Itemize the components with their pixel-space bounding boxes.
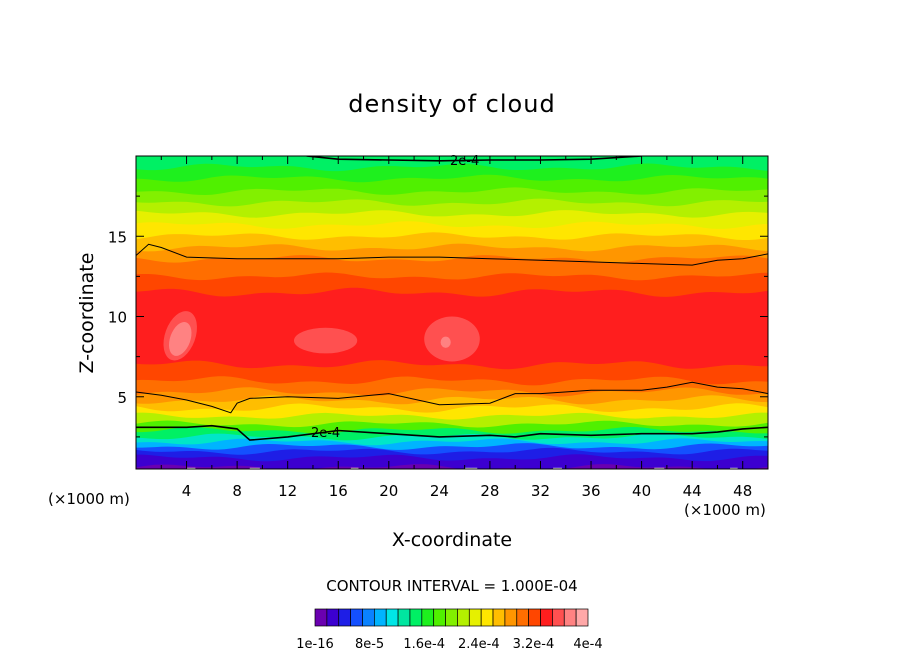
y-tick-label-0: 5 — [117, 389, 127, 407]
colorbar-swatch-21 — [563, 608, 577, 627]
contour-line-3 — [136, 424, 768, 441]
cloud-density-field — [136, 156, 768, 469]
colorbar-swatch-10 — [433, 608, 446, 627]
colorbar-label-4: 3.2e-4 — [513, 637, 555, 652]
colorbar-swatch-4 — [362, 608, 375, 627]
x-tick-label-11: 48 — [733, 482, 752, 500]
contour-lines — [136, 156, 768, 441]
contour-interval-text: CONTOUR INTERVAL = 1.000E-04 — [326, 577, 577, 595]
colorbar-swatch-0 — [314, 608, 328, 627]
density-maximum-1 — [168, 322, 192, 356]
density-maximum-3 — [424, 316, 480, 362]
x-tick-label-6: 28 — [480, 482, 499, 500]
x-tick-label-4: 20 — [379, 482, 398, 500]
plot-frame — [135, 155, 769, 470]
colorbar-swatch-19 — [540, 608, 553, 627]
colorbar-swatch-6 — [385, 608, 399, 627]
colorbar-swatch-15 — [492, 608, 506, 627]
field-gap-2 — [350, 467, 359, 469]
colorbar-swatch-1 — [326, 608, 340, 627]
x-tick-label-0: 4 — [182, 482, 192, 500]
x-tick-label-10: 44 — [683, 482, 702, 500]
colorbar-swatch-2 — [338, 608, 351, 627]
x-axis-label: X-coordinate — [392, 529, 512, 551]
x-tick-label-7: 32 — [531, 482, 550, 500]
colorbar-swatch-18 — [528, 608, 541, 627]
density-maximum-4 — [440, 336, 451, 348]
field-gap-3 — [464, 467, 478, 469]
contour-line-0 — [306, 156, 642, 162]
x-tick-label-1: 8 — [232, 482, 242, 500]
x-unit-left: (×1000 m) — [48, 490, 130, 508]
colorbar-label-3: 2.4e-4 — [458, 637, 500, 652]
contour-labels: 2e-4 2e-4 — [311, 154, 479, 441]
y-axis-label: Z-coordinate — [76, 253, 98, 374]
chart-title: density of cloud — [348, 90, 555, 118]
density-maximum-2 — [294, 327, 358, 354]
colorbar-swatch-7 — [397, 608, 411, 627]
field-band-0 — [136, 464, 768, 469]
y-tick-label-2: 15 — [108, 228, 127, 246]
colorbar-label-5: 4e-4 — [573, 637, 602, 652]
field-gap-1 — [249, 467, 260, 469]
colorbar-swatch-11 — [445, 608, 458, 627]
colorbar-swatch-13 — [468, 608, 482, 627]
x-tick-label-8: 36 — [581, 482, 600, 500]
colorbar-labels: 1e-16 8e-5 1.6e-4 2.4e-4 3.2e-4 4e-4 — [296, 637, 602, 652]
colorbar-label-1: 8e-5 — [355, 637, 384, 652]
colorbar — [314, 608, 589, 627]
x-unit-right: (×1000 m) — [684, 501, 766, 519]
colorbar-swatch-22 — [575, 608, 589, 627]
field-gap-4 — [553, 467, 562, 469]
field-gap-5 — [654, 467, 665, 469]
colorbar-label-0: 1e-16 — [296, 637, 334, 652]
colorbar-swatch-5 — [373, 608, 387, 627]
colorbar-swatch-17 — [516, 608, 530, 627]
colorbar-swatch-14 — [480, 608, 494, 627]
colorbar-swatch-16 — [504, 608, 518, 627]
x-tick-label-9: 40 — [632, 482, 651, 500]
colorbar-swatch-3 — [350, 608, 363, 627]
field-gap-0 — [186, 467, 196, 469]
contour-label-0: 2e-4 — [450, 154, 479, 169]
colorbar-swatch-12 — [457, 608, 470, 627]
x-tick-label-5: 24 — [430, 482, 449, 500]
field-gap-6 — [730, 467, 738, 469]
x-tick-label-3: 16 — [329, 482, 348, 500]
colorbar-label-2: 1.6e-4 — [403, 637, 445, 652]
colorbar-swatch-8 — [409, 608, 423, 627]
contour-line-2 — [136, 381, 768, 414]
y-axis: 5 10 15 — [108, 195, 768, 438]
cloud-density-maxima — [163, 311, 480, 362]
x-axis: 4 8 12 16 20 24 28 32 36 40 44 48 — [160, 156, 752, 500]
contour-line-1 — [136, 243, 768, 266]
y-tick-label-1: 10 — [108, 309, 127, 327]
contour-label-3: 2e-4 — [311, 426, 340, 441]
colorbar-swatch-9 — [421, 608, 435, 627]
colorbar-swatch-20 — [552, 608, 565, 627]
x-tick-label-2: 12 — [278, 482, 297, 500]
